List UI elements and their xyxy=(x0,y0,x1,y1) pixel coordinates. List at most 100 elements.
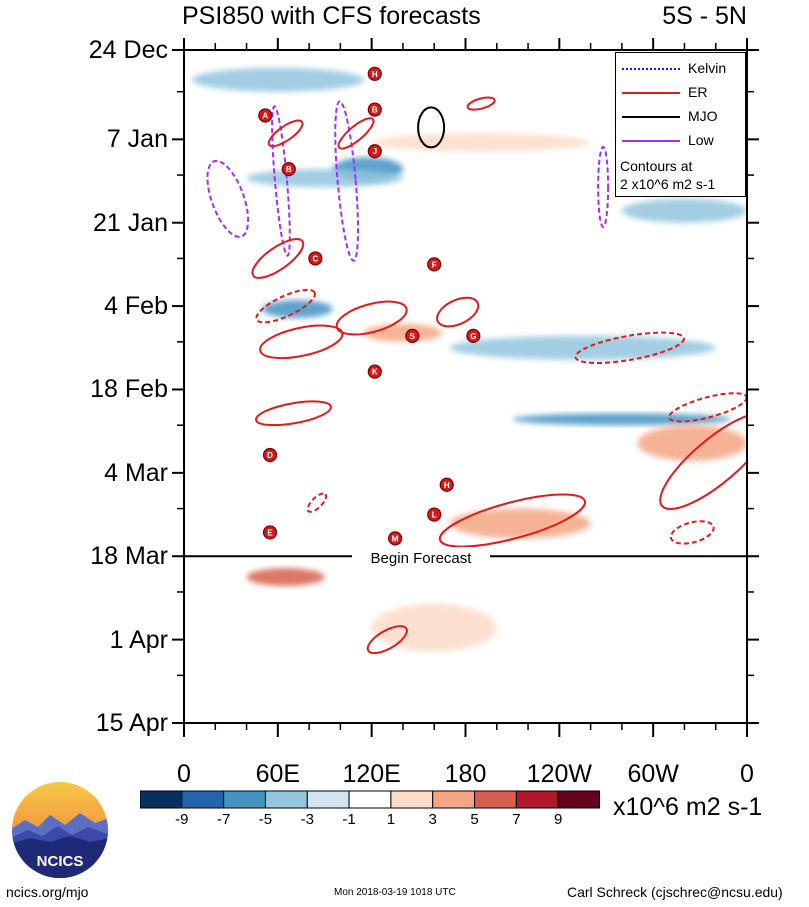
colorbar-swatch xyxy=(474,790,517,809)
storm-marker-circle xyxy=(308,251,323,266)
x-tick-label: 60E xyxy=(255,760,301,788)
legend-label: MJO xyxy=(688,108,718,124)
storm-marker-label: A xyxy=(262,112,268,121)
er-swatch xyxy=(622,92,680,94)
anomaly-band-8 xyxy=(512,413,732,426)
storm-marker-label: L xyxy=(432,511,437,520)
colorbar-swatch xyxy=(432,790,476,809)
y-tick-label: 15 Apr xyxy=(95,709,168,737)
colorbar-tick-label: 1 xyxy=(386,811,396,828)
x-tick-label: 120E xyxy=(342,760,401,788)
storm-marker-label: M xyxy=(392,534,399,543)
contour-note: Contours at 2 x10^6 m2 s-1 xyxy=(620,157,715,193)
er-contour xyxy=(337,117,375,150)
colorbar-swatch xyxy=(390,790,434,809)
colorbar-swatch xyxy=(181,790,225,809)
x-tick-label: 0 xyxy=(740,760,754,788)
er-contour xyxy=(438,493,587,548)
chart-title: PSI850 with CFS forecasts xyxy=(182,2,481,30)
storm-marker-circle xyxy=(281,162,296,177)
storm-marker-label: F xyxy=(432,260,437,269)
storm-marker-circle xyxy=(466,328,481,343)
storm-marker: J xyxy=(367,144,382,159)
storm-marker: S xyxy=(405,328,420,343)
er-contour xyxy=(255,288,316,324)
storm-marker: L xyxy=(427,507,442,522)
legend: Kelvin ER MJO Low Contours at 2 x10^6 m2… xyxy=(615,52,746,197)
kelvin-swatch xyxy=(622,68,680,70)
anomaly-band-7 xyxy=(449,335,716,360)
colorbar-swatch xyxy=(348,790,392,809)
colorbar-swatch xyxy=(223,790,266,809)
er-contour xyxy=(306,492,328,513)
footer-date: Mon 2018-03-19 1018 UTC xyxy=(334,887,456,898)
storm-marker-circle xyxy=(262,447,278,463)
colorbar-tick-label: 5 xyxy=(470,811,479,828)
er-contour xyxy=(255,400,332,427)
legend-item-mjo: MJO xyxy=(616,105,747,129)
x-tick-label: 60W xyxy=(627,760,679,788)
y-tick-label: 7 Jan xyxy=(106,125,168,154)
er-contour xyxy=(335,300,408,336)
colorbar-tick-label: -3 xyxy=(300,811,314,828)
y-tick-label: 4 Feb xyxy=(104,292,168,321)
storm-marker-label: H xyxy=(372,70,378,79)
legend-item-er: ER xyxy=(616,81,747,105)
colorbar xyxy=(140,790,600,809)
storm-marker-label: G xyxy=(470,332,476,341)
y-tick-label: 1 Apr xyxy=(109,625,168,654)
axis-ticks xyxy=(172,38,759,737)
anomaly-band-5 xyxy=(262,300,333,319)
colorbar-swatch xyxy=(140,790,183,809)
storm-marker: A xyxy=(258,108,273,123)
anomaly-band-10 xyxy=(449,508,591,539)
colorbar-tick-label: 3 xyxy=(428,811,437,828)
begin-forecast-bg xyxy=(352,547,490,566)
storm-marker-circle xyxy=(405,328,420,343)
footer-author: Carl Schreck (cjschrec@ncsu.edu) xyxy=(567,884,783,900)
storm-markers: H B A J B C F S G K D H L E M xyxy=(258,66,481,546)
storm-marker: H xyxy=(367,66,382,81)
storm-marker: B xyxy=(281,162,296,177)
storm-marker-circle xyxy=(367,66,382,81)
storm-marker-circle xyxy=(427,257,442,272)
anomaly-band-6 xyxy=(363,323,443,342)
colorbar-tick-label: -5 xyxy=(258,811,273,828)
er-contour xyxy=(466,96,496,111)
legend-label: Kelvin xyxy=(688,60,727,76)
storm-marker-label: B xyxy=(372,106,378,115)
storm-marker-circle xyxy=(367,144,382,159)
colorbar-tick-label: -9 xyxy=(175,811,189,828)
storm-marker-label: D xyxy=(267,451,273,460)
colorbar-tick-label: -1 xyxy=(342,811,356,828)
storm-marker: B xyxy=(367,102,382,117)
storm-marker: D xyxy=(262,447,278,463)
anomaly-band-3 xyxy=(246,169,403,187)
storm-marker-label: S xyxy=(410,332,416,341)
storm-marker-label: H xyxy=(444,481,450,490)
storm-marker-circle xyxy=(367,364,382,379)
mjo-contour xyxy=(417,106,446,149)
begin-forecast-label: Begin Forecast xyxy=(371,550,473,567)
legend-label: Low xyxy=(688,132,714,148)
anomaly-band-1 xyxy=(371,133,591,152)
storm-marker: H xyxy=(439,477,454,492)
footer-url[interactable]: ncics.org/mjo xyxy=(6,884,89,900)
x-tick-label: 120W xyxy=(526,760,592,788)
legend-item-low: Low xyxy=(616,129,747,153)
anomaly-band-9 xyxy=(637,425,747,461)
storm-marker-circle xyxy=(367,102,382,117)
storm-marker-circle xyxy=(439,477,454,492)
low-contour xyxy=(206,159,250,238)
storm-marker-label: J xyxy=(373,147,377,156)
colorbar-swatch xyxy=(557,790,600,809)
region-label: 5S - 5N xyxy=(662,2,747,30)
mjo-swatch xyxy=(622,116,680,118)
er-contour xyxy=(366,625,408,655)
contour-layer xyxy=(206,96,747,655)
storm-marker: F xyxy=(427,257,442,272)
storm-marker-circle xyxy=(258,108,273,123)
logo-text: NCICS xyxy=(37,853,84,870)
er-contour xyxy=(436,296,480,328)
anomaly-band-13 xyxy=(246,657,701,706)
